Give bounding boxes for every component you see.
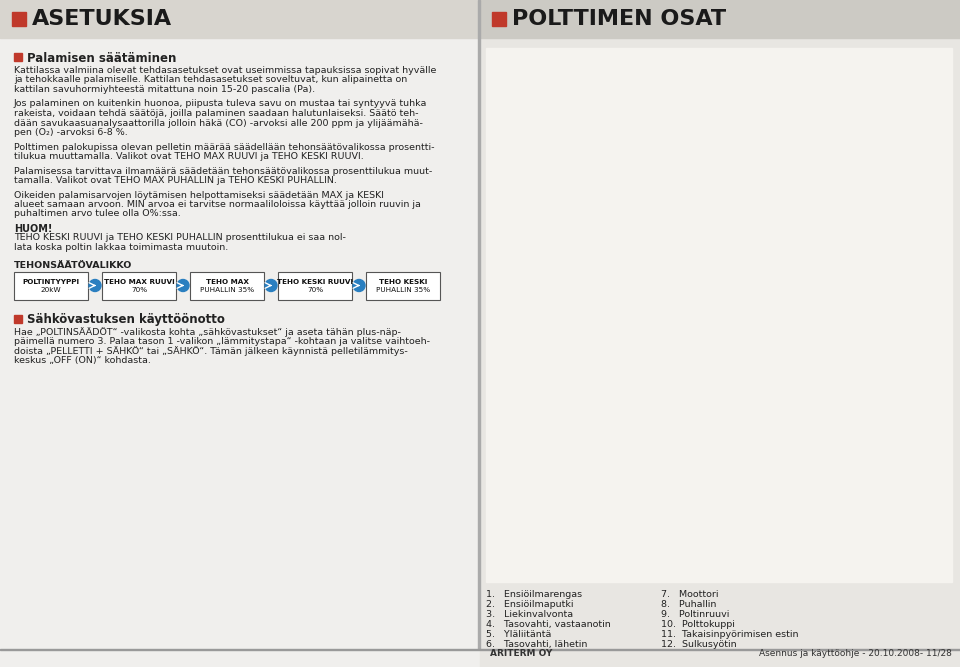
Text: tamalla. Valikot ovat TEHO MAX PUHALLIN ja TEHO KESKI PUHALLIN.: tamalla. Valikot ovat TEHO MAX PUHALLIN … [14, 176, 337, 185]
Text: 11.  Takaisinpyörimisen estin: 11. Takaisinpyörimisen estin [661, 630, 799, 639]
Bar [478, 0, 480, 649]
Circle shape [353, 279, 365, 291]
Text: 12.  Sulkusyötin: 12. Sulkusyötin [661, 640, 736, 649]
Text: TEHONSÄÄTÖVALIKKO: TEHONSÄÄTÖVALIKKO [14, 261, 132, 269]
Text: 10.  Polttokuppi: 10. Polttokuppi [661, 620, 734, 629]
Text: puhaltimen arvo tulee olla O%:ssa.: puhaltimen arvo tulee olla O%:ssa. [14, 209, 180, 219]
Text: TEHO KESKI RUUVI ja TEHO KESKI PUHALLIN prosenttilukua ei saa nol-: TEHO KESKI RUUVI ja TEHO KESKI PUHALLIN … [14, 233, 346, 243]
Text: 4.   Tasovahti, vastaanotin: 4. Tasovahti, vastaanotin [486, 620, 611, 629]
Text: ARITERM OY: ARITERM OY [490, 648, 552, 658]
Circle shape [265, 279, 277, 291]
Text: 70%: 70% [307, 287, 324, 293]
Text: TEHO KESKI: TEHO KESKI [379, 279, 427, 285]
Text: 9.   Poltinruuvi: 9. Poltinruuvi [661, 610, 730, 619]
Text: 8.   Puhallin: 8. Puhallin [661, 600, 716, 609]
Text: TEHO KESKI RUUVI: TEHO KESKI RUUVI [276, 279, 353, 285]
Bar [0, 0, 480, 38]
Bar [480, 0, 960, 38]
Text: pen (O₂) -arvoksi 6-8 %.: pen (O₂) -arvoksi 6-8 %. [14, 128, 128, 137]
Text: 7.   Moottori: 7. Moottori [661, 590, 718, 599]
Text: Oikeiden palamisarvojen löytämisen helpottamiseksi säädetään MAX ja KESKI: Oikeiden palamisarvojen löytämisen helpo… [14, 191, 384, 199]
Text: Asennus ja käyttöohje - 20.10.2008- 11/28: Asennus ja käyttöohje - 20.10.2008- 11/2… [759, 648, 952, 658]
Text: Palamisen säätäminen: Palamisen säätäminen [27, 52, 177, 65]
Text: 2.   Ensiöilmaputki: 2. Ensiöilmaputki [486, 600, 573, 609]
Text: ja tehokkaalle palamiselle. Kattilan tehdasasetukset soveltuvat, kun alipainetta: ja tehokkaalle palamiselle. Kattilan teh… [14, 75, 407, 85]
Text: keskus „OFF (ON)“ kohdasta.: keskus „OFF (ON)“ kohdasta. [14, 356, 151, 365]
Bar [102, 271, 176, 299]
Bar [14, 271, 88, 299]
Text: POLTTIMEN OSAT: POLTTIMEN OSAT [512, 9, 726, 29]
Text: 3.   Liekinvalvonta: 3. Liekinvalvonta [486, 610, 573, 619]
Text: doista „PELLETTI + SÄHKÖ“ tai „SÄHKÖ“. Tämän jälkeen käynnistä pelletilämmitys-: doista „PELLETTI + SÄHKÖ“ tai „SÄHKÖ“. T… [14, 346, 408, 356]
Bar [0, 649, 960, 650]
Text: PUHALLIN 35%: PUHALLIN 35% [376, 287, 430, 293]
Text: dään savukaasuanalysaattorilla jolloin häkä (CO) -arvoksi alle 200 ppm ja ylijää: dään savukaasuanalysaattorilla jolloin h… [14, 119, 422, 127]
Circle shape [177, 279, 189, 291]
Bar [486, 48, 952, 582]
Bar [14, 315, 22, 323]
Bar [190, 271, 264, 299]
Text: HUOM!: HUOM! [14, 224, 53, 234]
Text: Jos palaminen on kuitenkin huonoa, piipusta tuleva savu on mustaa tai syntyyvä t: Jos palaminen on kuitenkin huonoa, piipu… [14, 99, 427, 109]
Text: 20kW: 20kW [40, 287, 61, 293]
Text: 6.   Tasovahti, lähetin: 6. Tasovahti, lähetin [486, 640, 588, 649]
Text: 70%: 70% [131, 287, 147, 293]
Text: POLTINTYYPPI: POLTINTYYPPI [22, 279, 80, 285]
Text: alueet samaan arvoon. MIN arvoa ei tarvitse normaaliloloissa käyttää jolloin ruu: alueet samaan arvoon. MIN arvoa ei tarvi… [14, 200, 420, 209]
Text: kattilan savuhormiyhteestä mitattuna noin 15-20 pascalia (Pa).: kattilan savuhormiyhteestä mitattuna noi… [14, 85, 315, 94]
Text: Sähkövastuksen käyttöönotto: Sähkövastuksen käyttöönotto [27, 313, 225, 327]
Bar [492, 12, 506, 26]
Text: ASETUKSIA: ASETUKSIA [32, 9, 172, 29]
Text: 1.   Ensiöilmarengas: 1. Ensiöilmarengas [486, 590, 582, 599]
Bar [366, 271, 440, 299]
Text: TEHO MAX: TEHO MAX [205, 279, 249, 285]
Bar [278, 271, 352, 299]
Text: Polttimen palokupissa olevan pelletin määrää säädellään tehonsäätövalikossa pros: Polttimen palokupissa olevan pelletin mä… [14, 143, 435, 151]
Text: lata koska poltin lakkaa toimimasta muutoin.: lata koska poltin lakkaa toimimasta muut… [14, 243, 228, 252]
Bar [12, 12, 26, 26]
Text: päimellä numero 3. Palaa tason 1 -valikon „lämmitystapa“ -kohtaan ja valitse vai: päimellä numero 3. Palaa tason 1 -valiko… [14, 337, 430, 346]
Bar [14, 53, 22, 61]
Bar [480, 0, 960, 667]
Text: TEHO MAX RUUVI: TEHO MAX RUUVI [104, 279, 175, 285]
Text: PUHALLIN 35%: PUHALLIN 35% [200, 287, 254, 293]
Text: Palamisessa tarvittava ilmamäärä säädetään tehonsäätövalikossa prosenttilukua mu: Palamisessa tarvittava ilmamäärä säädetä… [14, 167, 432, 175]
Text: Kattilassa valmiina olevat tehdasasetukset ovat useimmissa tapauksissa sopivat h: Kattilassa valmiina olevat tehdasasetuks… [14, 66, 437, 75]
Circle shape [89, 279, 101, 291]
Text: 5.   Yläliitäntä: 5. Yläliitäntä [486, 630, 551, 639]
Text: Hae „POLTINSÄÄDÖT“ -valikosta kohta „sähkövastukset“ ja aseta tähän plus-näp-: Hae „POLTINSÄÄDÖT“ -valikosta kohta „säh… [14, 327, 401, 338]
Text: tilukua muuttamalla. Valikot ovat TEHO MAX RUUVI ja TEHO KESKI RUUVI.: tilukua muuttamalla. Valikot ovat TEHO M… [14, 152, 364, 161]
Text: rakeista, voidaan tehdä säätöjä, joilla palaminen saadaan halutunlaiseksi. Säätö: rakeista, voidaan tehdä säätöjä, joilla … [14, 109, 419, 118]
